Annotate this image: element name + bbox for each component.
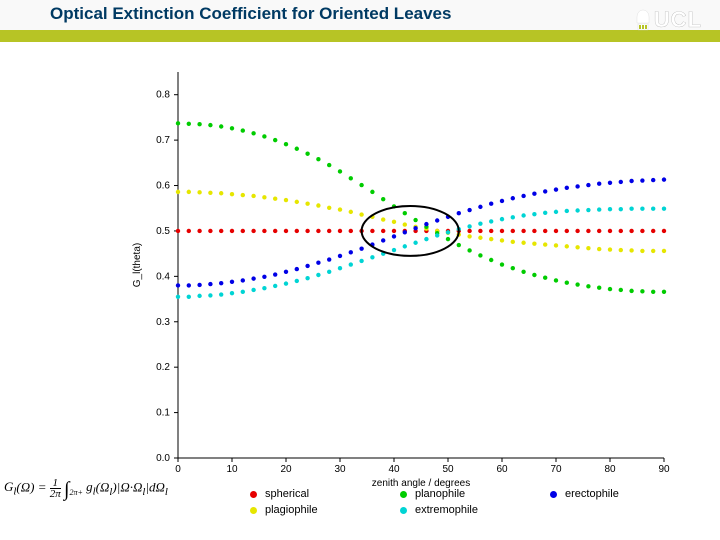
svg-text:10: 10 — [226, 464, 238, 475]
svg-text:G_l(theta): G_l(theta) — [132, 243, 143, 287]
svg-text:0.7: 0.7 — [156, 135, 170, 146]
svg-text:0.3: 0.3 — [156, 317, 170, 328]
legend-dot-icon — [400, 491, 407, 498]
svg-text:80: 80 — [604, 464, 616, 475]
svg-text:0.6: 0.6 — [156, 181, 170, 192]
svg-text:30: 30 — [334, 464, 346, 475]
formula: Gl(Ω) = 1 2π ∫2π+ gl(Ωl)|Ω·Ωl|dΩl — [4, 478, 184, 501]
svg-text:0.0: 0.0 — [156, 453, 170, 464]
legend-item-erectophile: erectophile — [550, 488, 670, 500]
svg-text:60: 60 — [496, 464, 508, 475]
legend-label: planophile — [415, 488, 465, 500]
legend-item-plagiophile: plagiophile — [250, 504, 370, 516]
legend-label: spherical — [265, 488, 309, 500]
legend-item-spherical: spherical — [250, 488, 370, 500]
svg-text:70: 70 — [550, 464, 562, 475]
chart: 0 10 20 30 40 50 60 70 80 90 0.0 0.1 0.2 0.3 0.4 0.5 0.6… — [0, 0, 720, 540]
legend-label: plagiophile — [265, 504, 318, 516]
svg-text:40: 40 — [388, 464, 400, 475]
legend: spherical planophile erectophile plagiop… — [250, 486, 670, 518]
legend-label: erectophile — [565, 488, 619, 500]
legend-label: extremophile — [415, 504, 478, 516]
legend-dot-icon — [250, 491, 257, 498]
svg-text:20: 20 — [280, 464, 292, 475]
svg-text:50: 50 — [442, 464, 454, 475]
legend-dot-icon — [400, 507, 407, 514]
formula-lhs: Gl(Ω) — [4, 479, 34, 494]
svg-text:0.4: 0.4 — [156, 271, 170, 282]
legend-item-extremophile: extremophile — [400, 504, 520, 516]
svg-text:0.5: 0.5 — [156, 226, 170, 237]
svg-text:90: 90 — [658, 464, 670, 475]
svg-text:0.2: 0.2 — [156, 362, 170, 373]
legend-item-planophile: planophile — [400, 488, 520, 500]
svg-text:0.8: 0.8 — [156, 90, 170, 101]
svg-text:0: 0 — [175, 464, 181, 475]
svg-text:0.1: 0.1 — [156, 408, 170, 419]
legend-dot-icon — [250, 507, 257, 514]
legend-dot-icon — [550, 491, 557, 498]
